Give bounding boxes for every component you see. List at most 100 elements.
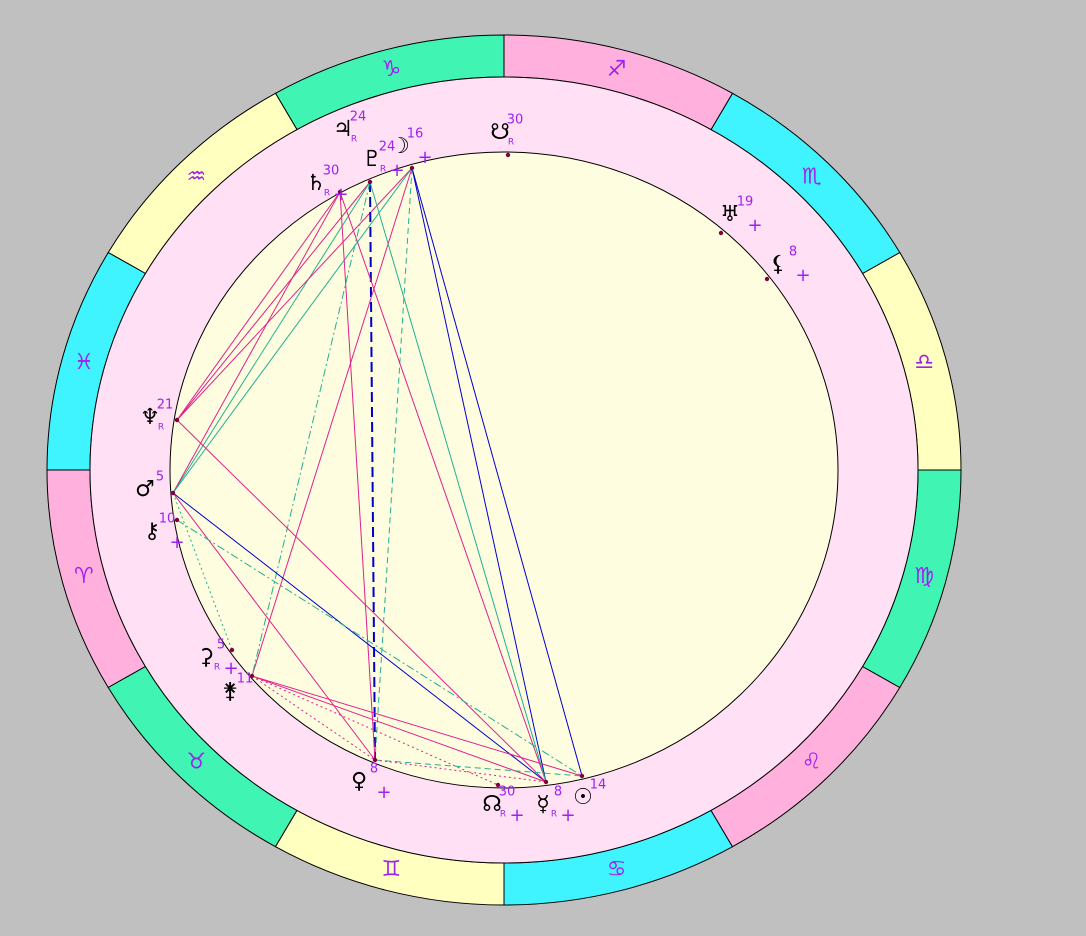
planet-degree: 24 xyxy=(379,140,396,155)
planet-degree: 8 xyxy=(554,785,562,800)
retrograde-mark: R xyxy=(214,663,220,673)
aspect-line xyxy=(369,181,376,761)
aspect-line xyxy=(172,167,413,494)
sign-glyph: ♊ xyxy=(382,857,402,882)
retrograde-mark: R xyxy=(508,138,514,148)
aspect-line xyxy=(176,191,341,421)
sign-glyph: ♎ xyxy=(914,350,934,375)
aspect-line xyxy=(172,492,376,761)
retrograde-mark: R xyxy=(551,810,557,820)
planet-dot xyxy=(174,417,180,423)
planet-degree: 14 xyxy=(590,778,607,793)
sign-glyph: ♈ xyxy=(74,564,94,589)
planet-glyph: ♃ xyxy=(333,117,353,142)
planet-glyph: ♄ xyxy=(306,171,326,196)
planet-dot xyxy=(579,773,585,779)
planet-glyph: ♅ xyxy=(720,202,740,227)
planet-glyph: ⚵ xyxy=(222,679,238,704)
planet-dot xyxy=(337,189,343,195)
plus-mark: + xyxy=(795,265,810,286)
planet-degree: 11 xyxy=(237,672,254,687)
planet-glyph: ☊ xyxy=(482,792,502,817)
plus-mark: + xyxy=(417,147,432,168)
planet-dot xyxy=(170,490,176,496)
planet-degree: 19 xyxy=(737,195,754,210)
planet-degree: 16 xyxy=(407,127,424,142)
planet-dot xyxy=(249,673,255,679)
plus-mark: + xyxy=(376,782,391,803)
planet-degree: 10 xyxy=(159,512,176,527)
planet-degree: 5 xyxy=(156,470,164,485)
planet-glyph: ♆ xyxy=(140,405,160,430)
aspect-line xyxy=(411,167,547,783)
planet-degree: 30 xyxy=(323,164,340,179)
aspect-line xyxy=(251,675,547,783)
planet-degree: 30 xyxy=(507,113,524,128)
retrograde-mark: R xyxy=(158,423,164,433)
planet-glyph: ☉ xyxy=(573,785,593,810)
sign-glyph: ♋ xyxy=(607,857,627,882)
aspect-line xyxy=(172,492,547,783)
sign-glyph: ♓ xyxy=(74,350,94,375)
sign-glyph: ♏ xyxy=(802,164,822,189)
planet-glyph: ⚸ xyxy=(770,252,786,277)
planet-dot xyxy=(229,647,235,653)
planet-dot xyxy=(409,165,415,171)
aspect-line xyxy=(339,191,547,783)
sign-glyph: ♉ xyxy=(187,750,207,775)
plus-mark: + xyxy=(169,532,184,553)
aspect-line xyxy=(172,181,371,494)
planet-dot xyxy=(718,230,724,236)
aspect-lines xyxy=(172,167,583,786)
planet-glyph: ☋ xyxy=(490,120,510,145)
planet-glyph: ⚷ xyxy=(144,519,160,544)
planet-glyph: ☽ xyxy=(390,134,410,159)
planet-degree: 24 xyxy=(350,110,367,125)
aspect-line xyxy=(251,675,583,777)
planet-dot xyxy=(367,179,373,185)
planet-glyph: ♀ xyxy=(351,769,367,794)
planet-dot xyxy=(543,779,549,785)
planet-degree: 8 xyxy=(370,762,378,777)
plus-mark: + xyxy=(747,215,762,236)
planet-glyph: ⚳ xyxy=(198,645,214,670)
planet-dot xyxy=(505,152,511,158)
sign-glyph: ♐ xyxy=(607,57,627,82)
aspect-line xyxy=(374,167,413,761)
planet-dot xyxy=(174,517,180,523)
plus-mark: + xyxy=(223,658,238,679)
aspect-line xyxy=(176,419,547,783)
aspect-line xyxy=(176,167,413,421)
planet-glyph: ☿ xyxy=(536,792,550,817)
planets: ♃24R♇24R +☽16+♄30R +☋30R♅19+⚸ 8+♆21R♂ 5⚷10+⚳… xyxy=(135,110,810,827)
sign-glyph: ♒ xyxy=(187,164,207,189)
aspect-line xyxy=(251,167,413,677)
sign-glyph: ♌ xyxy=(802,750,822,775)
planet-degree: 30 xyxy=(499,785,516,800)
aspect-line xyxy=(176,181,371,421)
planet-degree: 21 xyxy=(157,398,174,413)
plus-mark: + xyxy=(389,160,404,181)
sign-glyph: ♑ xyxy=(382,57,402,82)
planet-degree: 8 xyxy=(789,245,797,260)
sign-glyph: ♍ xyxy=(914,564,934,589)
planet-dot xyxy=(495,782,501,788)
plus-mark: + xyxy=(509,805,524,826)
plus-mark: + xyxy=(560,805,575,826)
aspect-line xyxy=(369,181,547,783)
aspect-line xyxy=(374,759,547,783)
planet-dot xyxy=(372,757,378,763)
planet-glyph: ♂ xyxy=(135,477,155,502)
planet-dot xyxy=(764,276,770,282)
planet-degree: 5 xyxy=(217,638,225,653)
retrograde-mark: R xyxy=(500,810,506,820)
aspect-line xyxy=(251,181,371,677)
aspect-line xyxy=(339,191,376,761)
retrograde-mark: R xyxy=(324,189,330,199)
aspect-line xyxy=(374,759,583,777)
planet-glyph: ♇ xyxy=(362,147,382,172)
aspect-line xyxy=(411,167,583,777)
retrograde-mark: R xyxy=(380,165,386,175)
plus-mark: + xyxy=(333,184,348,205)
